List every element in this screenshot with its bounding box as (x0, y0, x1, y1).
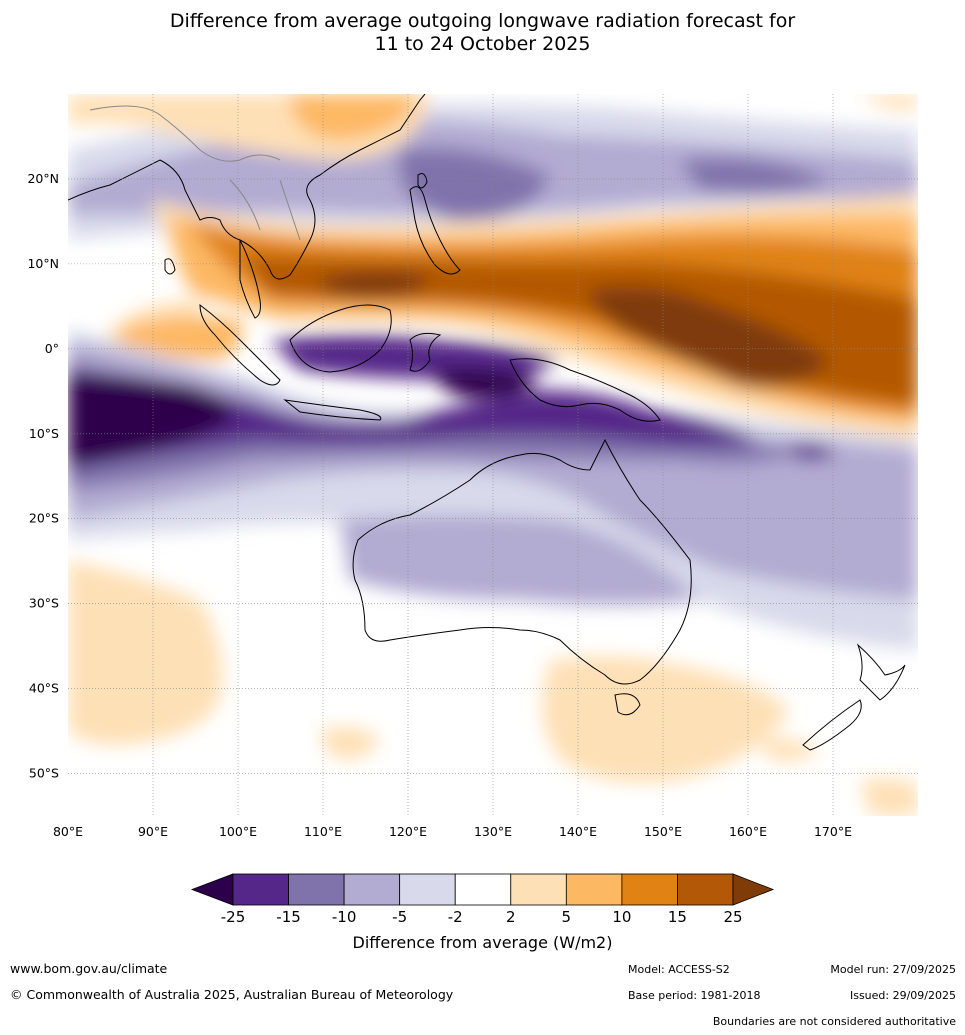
lon-tick-label: 90°E (138, 824, 168, 839)
coast-philippines (409, 186, 461, 275)
lon-tick-label: 110°E (304, 824, 342, 839)
lon-tick-label: 130°E (474, 824, 512, 839)
website-link[interactable]: www.bom.gov.au/climate (10, 961, 168, 976)
model-run-date: Model run: 27/09/2025 (830, 963, 956, 976)
model-name: Model: ACCESS-S2 (628, 963, 730, 976)
colorbar-tick-label: -2 (448, 908, 463, 926)
colorbar-segment (621, 873, 678, 906)
coast-mainland-asia (68, 94, 426, 280)
lon-tick-label: 150°E (644, 824, 682, 839)
coast-borneo (289, 304, 392, 373)
coast-new-guinea (509, 358, 661, 422)
anomaly-region-orange-nz (760, 738, 820, 762)
gridlines (68, 94, 918, 816)
lon-tick-label: 120°E (389, 824, 427, 839)
colorbar-segment (677, 873, 734, 906)
title-line-1: Difference from average outgoing longwav… (169, 10, 796, 32)
colorbar-tick-label: -15 (276, 908, 301, 926)
colorbar-extend-high (732, 873, 775, 906)
anomaly-region-darkest-purple-banda (430, 368, 540, 399)
lon-tick-label: 80°E (53, 824, 83, 839)
map-title: Difference from average outgoing longwav… (0, 10, 965, 56)
lat-tick-label: 30°S (29, 596, 59, 611)
issued-date: Issued: 29/09/2025 (849, 989, 956, 1002)
lat-tick-label: 50°S (29, 766, 59, 781)
coast-tasmania (614, 693, 641, 716)
colorbar-tick-label: -5 (392, 908, 407, 926)
anomaly-region-mid-purple-north-east (680, 157, 830, 194)
coast-new-zealand-south (802, 699, 862, 751)
coastlines (68, 94, 906, 751)
anomaly-region-darkest-brown-west (320, 271, 430, 300)
lon-tick-label: 140°E (559, 824, 597, 839)
colorbar-tick-label: -25 (221, 908, 246, 926)
longitude-labels: 80°E 90°E 100°E 110°E 120°E 130°E 140°E 150°E 16… (53, 824, 852, 839)
colorbar-extend-low (190, 873, 234, 906)
coast-sumatra (199, 303, 281, 386)
anomaly-region-orange-southeast (860, 778, 918, 816)
lat-tick-label: 0° (45, 341, 59, 356)
coast-sulawesi (409, 332, 442, 372)
anomaly-region-orange-china-core (290, 94, 420, 140)
lat-tick-label: 10°N (27, 256, 59, 271)
colorbar-tick-label: 25 (723, 908, 742, 926)
coast-java (283, 399, 382, 421)
colorbar-tick-label: 10 (612, 908, 631, 926)
anomaly-region-purple-australia (340, 515, 700, 605)
colorbar-segment (399, 873, 456, 906)
political-boundaries (89, 105, 301, 241)
colorbar (190, 873, 775, 906)
colorbar-segment (454, 873, 512, 906)
lon-tick-label: 100°E (219, 824, 257, 839)
anomaly-region-orange-south (542, 656, 790, 783)
colorbar-segment (565, 873, 623, 906)
colorbar-segment (510, 873, 567, 906)
anomaly-region-mid-purple-north (398, 147, 550, 221)
anomaly-region-violet-south (68, 370, 760, 470)
coast-sri-lanka (164, 258, 176, 275)
colorbar-tick-label: 15 (668, 908, 687, 926)
colorbar-segment (232, 873, 289, 906)
colorbar-tick-label: -10 (332, 908, 357, 926)
anomaly-region-orange-ne (860, 94, 918, 111)
colorbar-tick-label: 5 (562, 908, 572, 926)
colorbar-tick-label: 2 (506, 908, 516, 926)
colorbar-segment (343, 873, 401, 906)
lon-tick-label: 170°E (814, 824, 852, 839)
lat-tick-label: 10°S (29, 426, 59, 441)
anomaly-region-orange-belt-west (120, 316, 243, 360)
coast-new-zealand-north (856, 643, 906, 701)
anomaly-region-violet-coral-sea (790, 443, 835, 460)
lat-tick-label: 40°S (29, 681, 59, 696)
base-period: Base period: 1981-2018 (628, 989, 761, 1002)
anomaly-region-darkest-purple-west (68, 375, 232, 465)
anomaly-region-darkest-brown-east (590, 286, 830, 388)
lat-tick-label: 20°S (29, 511, 59, 526)
latitude-labels: 20°N 10°N 0° 10°S 20°S 30°S 40°S 50°S (27, 171, 59, 781)
coast-australia (352, 438, 692, 685)
copyright-notice: © Commonwealth of Australia 2025, Austra… (10, 987, 454, 1002)
colorbar-title: Difference from average (W/m2) (352, 933, 613, 952)
anomaly-region-orange-southwest (68, 560, 223, 745)
lat-tick-label: 20°N (27, 171, 59, 186)
lon-tick-label: 160°E (729, 824, 767, 839)
colorbar-tick-labels: -25 -15 -10 -5 -2 2 5 10 15 25 (221, 908, 743, 926)
coast-malay-peninsula (239, 239, 261, 319)
anomaly-region-mid-purple-south (68, 360, 800, 490)
coast-taiwan (417, 173, 428, 189)
boundaries-disclaimer: Boundaries are not considered authoritat… (712, 1015, 956, 1028)
title-line-2: 11 to 24 October 2025 (374, 33, 591, 55)
colorbar-segment (288, 873, 345, 906)
anomaly-region-violet-banda (270, 335, 560, 380)
boundary-lines (89, 105, 301, 241)
anomaly-region-orange-south-small (320, 726, 380, 760)
